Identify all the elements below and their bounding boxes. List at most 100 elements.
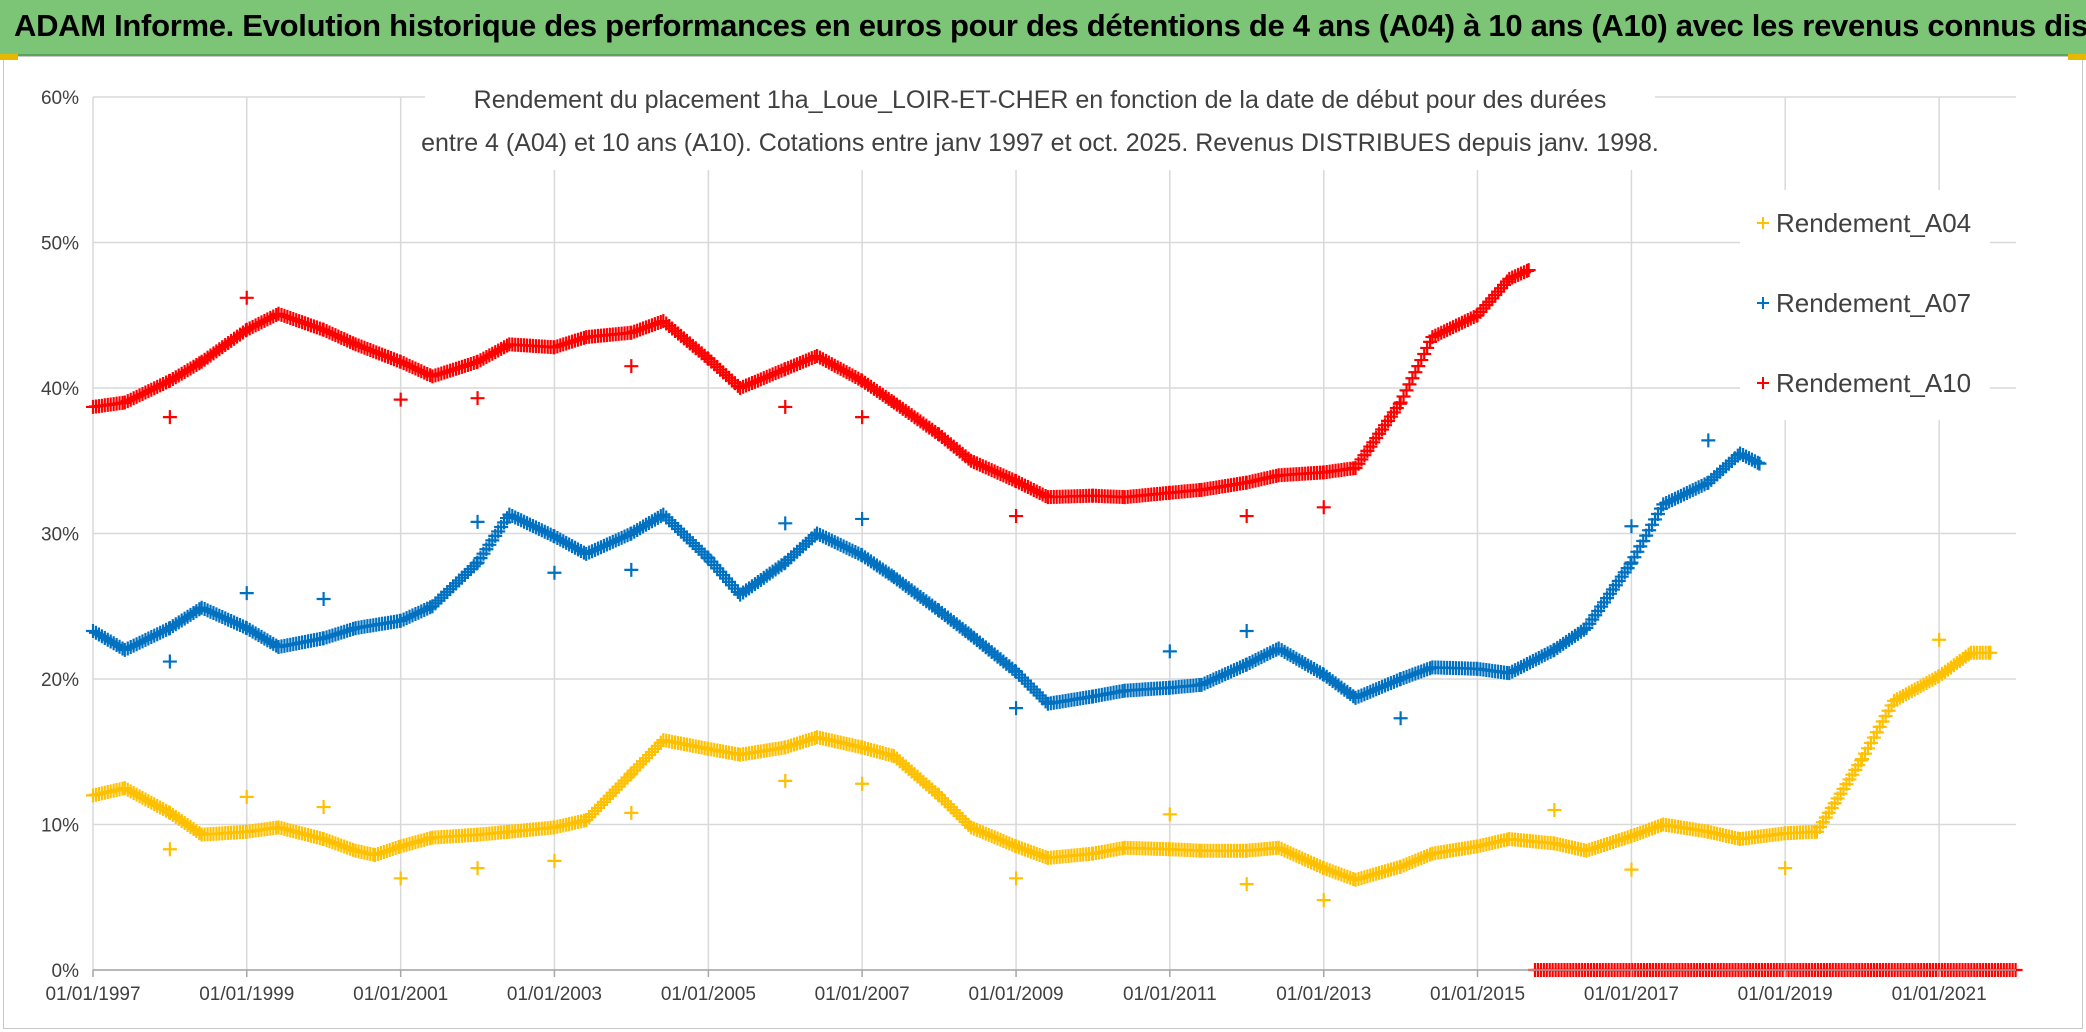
data-point — [1277, 644, 1292, 659]
isolated-point — [778, 516, 793, 531]
data-point — [553, 532, 568, 547]
data-point — [138, 792, 153, 807]
isolated-point — [1701, 433, 1716, 448]
data-point — [251, 628, 266, 643]
data-point — [153, 378, 168, 393]
data-point — [1286, 847, 1301, 862]
isolated-point — [855, 776, 870, 791]
data-point — [588, 803, 603, 818]
isolated-point — [1778, 861, 1793, 876]
data-point — [639, 517, 654, 532]
data-point — [129, 389, 144, 404]
data-point — [1470, 308, 1485, 323]
data-point — [556, 534, 571, 549]
data-point — [579, 546, 594, 561]
data-point — [955, 811, 970, 826]
legend-label: Rendement_A04 — [1776, 208, 1971, 238]
data-point — [1209, 671, 1224, 686]
x-tick-label: 01/01/2015 — [1430, 984, 1525, 1005]
data-point — [627, 763, 642, 778]
data-point — [733, 381, 748, 395]
data-point — [1366, 683, 1381, 698]
corner-mark-left — [0, 54, 18, 60]
isolated-point — [855, 410, 870, 425]
x-tick-label: 01/01/2005 — [661, 984, 756, 1005]
data-point — [568, 540, 583, 555]
data-point — [1378, 678, 1393, 693]
isolated-point — [547, 853, 562, 868]
data-point — [230, 616, 245, 631]
data-point — [177, 364, 192, 379]
data-point — [1026, 682, 1041, 697]
data-point — [1032, 485, 1047, 500]
isolated-point — [1316, 893, 1331, 908]
data-point — [812, 527, 827, 542]
data-point — [334, 330, 349, 345]
data-point — [1537, 647, 1552, 662]
data-point — [1904, 684, 1919, 699]
data-point — [117, 395, 132, 410]
data-point — [147, 628, 162, 643]
data-point — [357, 340, 372, 355]
data-point — [639, 751, 654, 766]
data-point — [411, 605, 426, 620]
data-point — [1473, 304, 1488, 319]
data-point — [372, 346, 387, 361]
data-point — [94, 629, 109, 644]
data-point — [990, 831, 1005, 846]
data-point — [1405, 371, 1420, 386]
data-point — [975, 825, 990, 840]
data-point — [1307, 662, 1322, 677]
data-point — [975, 459, 990, 474]
isolated-point — [1239, 623, 1254, 638]
series-Rendement_A10 — [86, 263, 2023, 977]
data-point — [156, 376, 171, 391]
data-point — [617, 529, 632, 544]
data-point — [647, 512, 662, 527]
legend-item: Rendement_A07 — [1757, 288, 1971, 318]
data-point — [1009, 664, 1024, 679]
data-point — [1229, 661, 1244, 676]
data-point — [417, 603, 432, 618]
data-point — [1673, 488, 1688, 503]
data-point — [1280, 646, 1295, 661]
legend-item: Rendement_A10 — [1757, 368, 1971, 398]
data-point — [585, 807, 600, 822]
data-point — [815, 352, 830, 367]
data-point — [1393, 395, 1408, 410]
data-point — [990, 465, 1005, 480]
data-point — [636, 519, 651, 534]
data-point — [316, 322, 331, 337]
data-point — [978, 460, 993, 475]
y-tick-label: 60% — [41, 88, 79, 109]
data-point — [260, 633, 275, 648]
data-point — [1194, 677, 1209, 692]
x-tick-label: 01/01/2007 — [815, 984, 910, 1005]
data-point — [174, 366, 189, 381]
data-point — [227, 615, 242, 630]
corner-mark-right — [2068, 54, 2086, 60]
data-point — [624, 526, 639, 541]
data-point — [534, 523, 549, 538]
data-point — [949, 806, 964, 821]
grid-lines — [92, 96, 2016, 971]
data-point — [414, 364, 429, 379]
data-point — [1242, 655, 1257, 670]
data-point — [996, 468, 1011, 483]
data-point — [221, 612, 236, 627]
data-point — [1295, 851, 1310, 866]
data-point — [1029, 685, 1044, 700]
axes: 0% 10% 20% 30% 40% 50% 60% 01/01/1997 01/01/1999… — [41, 88, 2016, 1005]
data-point — [987, 830, 1002, 845]
data-point — [1511, 661, 1526, 676]
data-point — [984, 829, 999, 844]
data-point — [1521, 263, 1536, 278]
data-point — [1014, 670, 1029, 685]
data-point — [1372, 681, 1387, 696]
isolated-point — [1624, 862, 1639, 877]
data-point — [1232, 660, 1247, 675]
data-point — [470, 354, 485, 369]
data-point — [1369, 682, 1384, 697]
data-point — [1383, 676, 1398, 691]
data-point — [331, 329, 346, 344]
